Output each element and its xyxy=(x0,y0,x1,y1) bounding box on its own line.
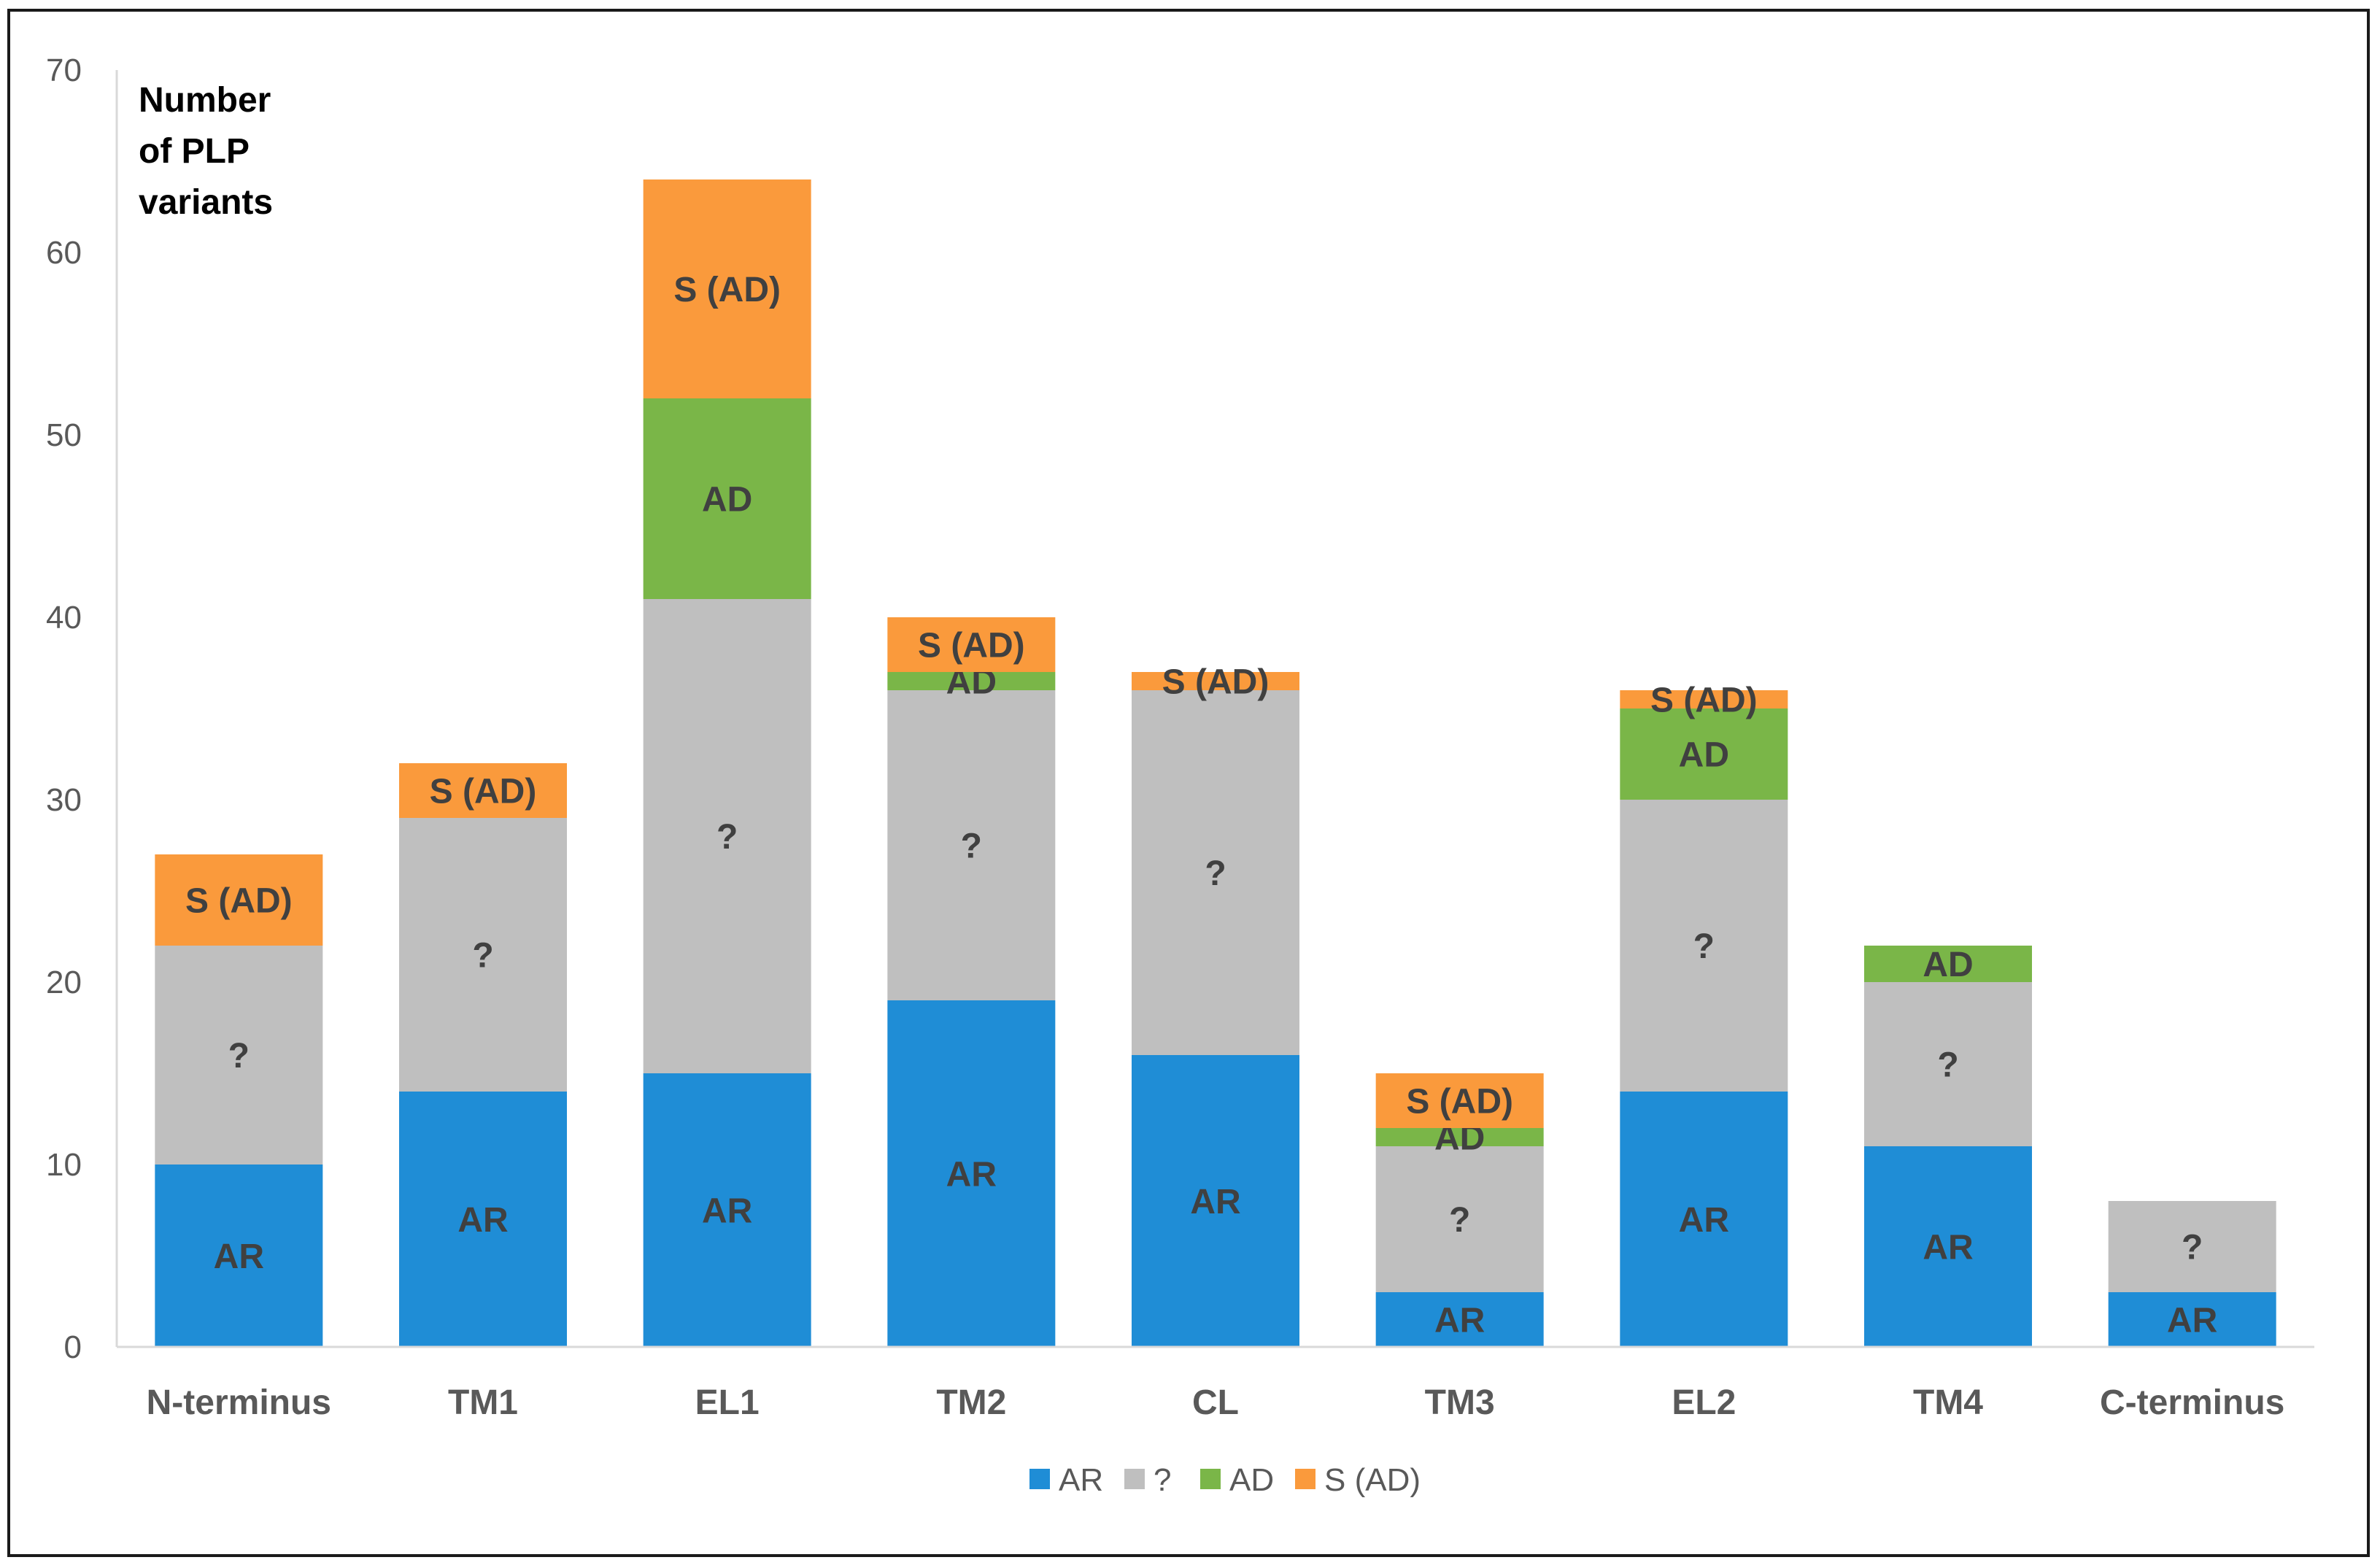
legend: AR? AD S (AD) xyxy=(1029,1462,1421,1498)
data-label-n-terminus-ar: AR xyxy=(214,1237,264,1276)
x-tick-label: N-terminus xyxy=(147,1383,331,1422)
y-axis-title-line: Number xyxy=(139,81,271,120)
bar-segment-tm4-ar xyxy=(1864,1146,2032,1347)
x-tick-label: EL2 xyxy=(1672,1383,1736,1422)
bar-segment-el1-ad xyxy=(643,398,811,599)
bar-segment-c-terminus-ar xyxy=(2108,1292,2276,1347)
data-label-el2-s-ad: S (AD) xyxy=(1650,681,1758,720)
bar-segment-tm3-ar xyxy=(1375,1292,1544,1347)
y-axis-title-line: of PLP xyxy=(139,132,250,171)
data-label-tm3-ar: AR xyxy=(1434,1302,1485,1340)
bar-segment-c-terminus-unknown xyxy=(2108,1201,2276,1292)
bar-segment-el2-ad xyxy=(1620,708,1788,800)
y-tick-label: 10 xyxy=(46,1147,82,1183)
bar-segment-el1-unknown xyxy=(643,599,811,1073)
bars: AR? S (AD) AR? S (AD) AR? AD S (AD) AR? AD S (AD)… xyxy=(155,179,2276,1347)
data-label-tm1-s-ad: S (AD) xyxy=(430,773,537,811)
data-label-n-terminus-s-ad: S (AD) xyxy=(185,882,293,921)
y-tick-label: 30 xyxy=(46,782,82,818)
bar-segment-tm2-s-ad xyxy=(887,617,1056,672)
bar-segment-tm2-unknown xyxy=(887,690,1056,1000)
bar-segment-tm1-s-ad xyxy=(399,763,567,818)
data-label-el1-ar: AR xyxy=(702,1192,752,1231)
bar-segment-el1-ar xyxy=(643,1073,811,1347)
bar-segment-n-terminus-s-ad xyxy=(155,854,323,946)
x-tick-label: TM2 xyxy=(936,1383,1006,1422)
data-label-el2-ad: AD xyxy=(1679,736,1729,775)
data-label-n-terminus-unknown: ? xyxy=(228,1037,250,1075)
bar-segment-cl-s-ad xyxy=(1132,672,1299,690)
data-label-tm4-ad: AD xyxy=(1923,946,1973,984)
legend-label: AD xyxy=(1229,1462,1274,1498)
bar-segment-cl-unknown xyxy=(1132,690,1299,1055)
bar-segment-cl-ar xyxy=(1132,1055,1299,1347)
legend-swatch xyxy=(1200,1469,1221,1489)
bar-segment-n-terminus-unknown xyxy=(155,946,323,1165)
x-tick-label: C-terminus xyxy=(2100,1383,2284,1422)
legend-label: S (AD) xyxy=(1324,1462,1421,1498)
data-label-tm2-ar: AR xyxy=(946,1156,997,1194)
data-label-el1-ad: AD xyxy=(702,481,752,520)
bar-segment-el2-unknown xyxy=(1620,800,1788,1092)
bar-segment-n-terminus-ar xyxy=(155,1165,323,1347)
legend-swatch xyxy=(1029,1469,1050,1489)
data-label-cl-ar: AR xyxy=(1190,1183,1240,1221)
x-tick-label: CL xyxy=(1192,1383,1239,1422)
data-label-el1-s-ad: S (AD) xyxy=(673,271,781,309)
legend-label: AR xyxy=(1059,1462,1103,1498)
data-label-tm3-s-ad: S (AD) xyxy=(1406,1083,1513,1121)
data-label-el2-unknown: ? xyxy=(1693,927,1715,966)
bar-segment-tm3-s-ad xyxy=(1375,1073,1544,1128)
y-axis-title: Number of PLP variants xyxy=(139,81,273,222)
x-axis: N-terminus TM1 EL1 TM2 CL TM3 EL2 TM4 C-terminus xyxy=(117,1345,2314,1422)
data-label-el1-unknown: ? xyxy=(716,818,738,857)
y-tick-label: 0 xyxy=(64,1329,82,1365)
legend-swatch xyxy=(1295,1469,1315,1489)
y-tick-label: 40 xyxy=(46,600,82,636)
data-label-tm1-ar: AR xyxy=(457,1201,508,1240)
data-label-tm4-unknown: ? xyxy=(1937,1046,1958,1085)
data-label-c-terminus-unknown: ? xyxy=(2182,1229,2203,1267)
legend-label: ? xyxy=(1154,1462,1171,1498)
bar-segment-tm4-unknown xyxy=(1864,982,2032,1146)
bar-segment-tm2-ad xyxy=(887,672,1056,690)
x-tick-label: TM4 xyxy=(1913,1383,1983,1422)
bar-segment-el1-s-ad xyxy=(643,179,811,398)
bar-segment-el2-s-ad xyxy=(1620,690,1788,708)
data-label-tm2-unknown: ? xyxy=(961,827,982,866)
data-label-tm4-ar: AR xyxy=(1923,1229,1973,1267)
y-tick-label: 50 xyxy=(46,417,82,453)
data-label-tm3-unknown: ? xyxy=(1449,1201,1470,1240)
data-label-el2-ar: AR xyxy=(1679,1201,1729,1240)
data-label-tm2-s-ad: S (AD) xyxy=(918,627,1025,665)
y-tick-label: 60 xyxy=(46,235,82,271)
y-tick-label: 20 xyxy=(46,965,82,1000)
legend-swatch xyxy=(1124,1469,1145,1489)
bar-segment-el2-ar xyxy=(1620,1092,1788,1347)
bar-segment-tm4-ad xyxy=(1864,946,2032,982)
x-tick-label: TM3 xyxy=(1425,1383,1495,1422)
x-tick-label: TM1 xyxy=(448,1383,518,1422)
data-label-c-terminus-ar: AR xyxy=(2167,1302,2217,1340)
bar-segment-tm1-unknown xyxy=(399,818,567,1092)
y-axis: 0 10 20 30 40 50 60 70 xyxy=(46,53,118,1365)
x-tick-label: EL1 xyxy=(695,1383,760,1422)
bar-segment-tm2-ar xyxy=(887,1000,1056,1347)
data-label-cl-unknown: ? xyxy=(1205,854,1226,893)
y-tick-label: 70 xyxy=(46,53,82,88)
bar-segment-tm1-ar xyxy=(399,1092,567,1347)
bar-segment-tm3-ad xyxy=(1375,1128,1544,1146)
bar-segment-tm3-unknown xyxy=(1375,1146,1544,1292)
data-label-cl-s-ad: S (AD) xyxy=(1162,663,1270,702)
data-label-tm1-unknown: ? xyxy=(472,937,493,976)
y-axis-title-line: variants xyxy=(139,183,273,222)
